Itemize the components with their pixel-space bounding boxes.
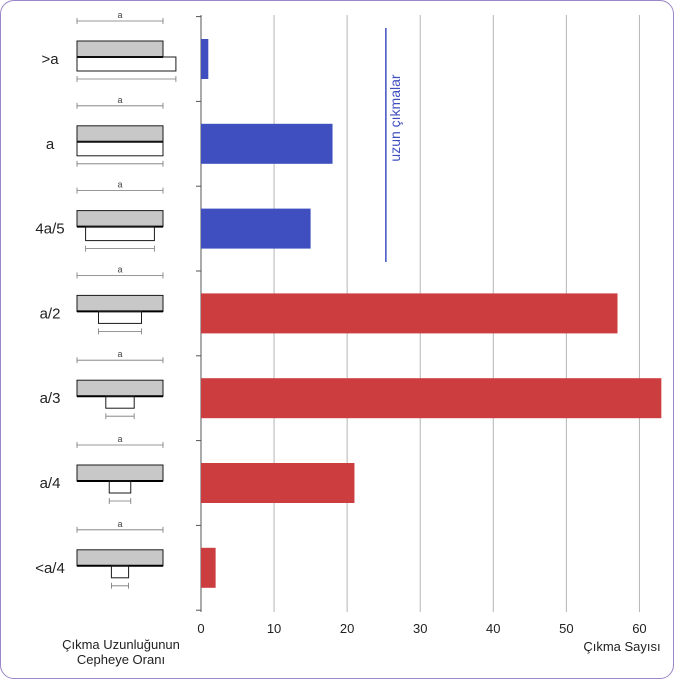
x-tick-label: 10: [267, 621, 281, 636]
category-label: a/4: [40, 475, 61, 492]
x-axis-title: Çıkma Sayısı: [583, 639, 660, 654]
facade-block: [76, 379, 164, 397]
y-axis-title-line1: Çıkma Uzunluğunun: [62, 637, 180, 652]
facade-diagram: a: [76, 519, 164, 589]
bar: [201, 547, 216, 588]
bar: [201, 208, 311, 249]
category-label: a: [46, 136, 55, 153]
axes: [196, 15, 202, 612]
facade-block: [76, 294, 164, 312]
facade-diagram: a: [76, 264, 164, 335]
facade-diagram: a: [76, 95, 164, 167]
dimension-label: a: [117, 434, 122, 444]
protrusion-outline: [85, 226, 155, 242]
dimension-label: a: [117, 519, 122, 529]
bars: [201, 39, 662, 588]
facade-diagram: a: [76, 180, 164, 252]
facade-diagram: a: [76, 434, 164, 504]
facade-block: [76, 40, 164, 58]
x-tick-label: 60: [632, 621, 646, 636]
facade-block: [76, 125, 164, 143]
annotation-text: uzun çıkmalar: [387, 74, 403, 161]
dimension-label: a: [117, 180, 122, 190]
dimension-label: a: [117, 264, 122, 274]
protrusion-outline: [108, 480, 132, 494]
dimension-label: a: [117, 349, 122, 359]
x-tick-label: 0: [197, 621, 204, 636]
facade-block: [76, 210, 164, 228]
protrusion-outline: [76, 141, 164, 157]
dimension-label: a: [117, 10, 122, 20]
protrusion-outline: [76, 56, 177, 72]
facade-diagrams: a a a a a a a: [76, 10, 177, 589]
x-tick-label: 20: [340, 621, 354, 636]
facade-block: [76, 549, 164, 567]
protrusion-outline: [105, 395, 135, 409]
x-tick-label: 30: [413, 621, 427, 636]
dimension-label: a: [117, 95, 122, 105]
gridlines: [273, 15, 640, 612]
protrusion-outline: [98, 310, 142, 324]
category-label: 4a/5: [35, 221, 64, 238]
x-tick-label: 50: [559, 621, 573, 636]
bar: [201, 39, 209, 79]
bar: [201, 378, 662, 419]
bar: [201, 123, 333, 164]
category-label: <a/4: [35, 560, 65, 577]
category-labels: >a a 4a/5 a/2 a/3 a/4 <a/4: [35, 51, 65, 577]
protrusion-outline: [110, 565, 130, 579]
facade-block: [76, 464, 164, 482]
x-tick-labels: 0 10 20 30 40 50 60: [197, 621, 646, 636]
bar: [201, 293, 618, 334]
bar: [201, 463, 355, 503]
facade-diagram: a: [76, 349, 164, 420]
x-tick-label: 40: [486, 621, 500, 636]
category-label: a/2: [40, 305, 61, 322]
category-label: >a: [41, 51, 59, 68]
facade-diagram: a: [76, 10, 177, 82]
y-axis-title-line2: Cepheye Oranı: [77, 652, 165, 667]
category-label: a/3: [40, 390, 61, 407]
